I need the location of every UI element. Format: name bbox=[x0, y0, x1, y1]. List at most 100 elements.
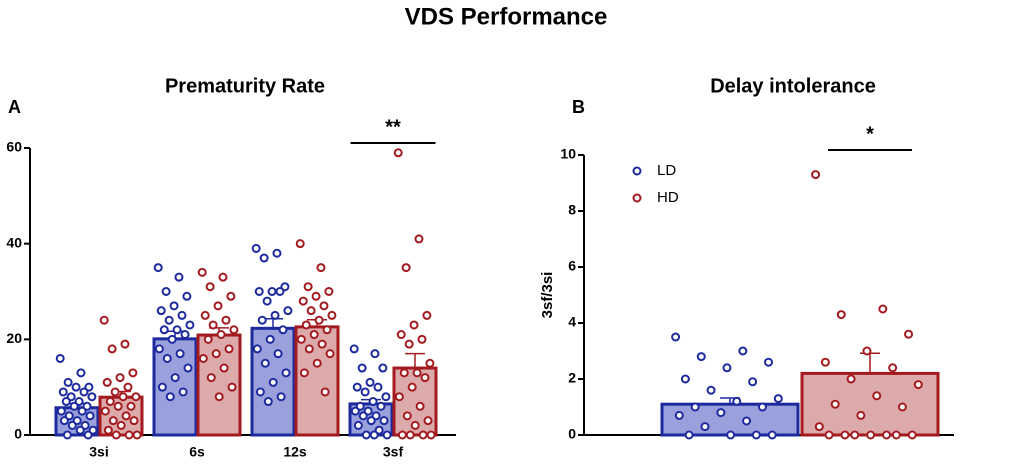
data-point bbox=[309, 330, 319, 340]
data-point bbox=[357, 363, 367, 373]
data-point bbox=[55, 353, 65, 363]
data-point bbox=[394, 392, 404, 402]
data-point bbox=[862, 346, 872, 356]
data-point bbox=[751, 430, 761, 440]
data-point bbox=[124, 430, 134, 440]
data-point bbox=[105, 397, 115, 407]
data-point bbox=[726, 430, 736, 440]
data-point bbox=[820, 357, 830, 367]
data-point bbox=[157, 382, 167, 392]
data-point bbox=[872, 391, 882, 401]
data-point bbox=[197, 267, 207, 277]
y-tick-label: 2 bbox=[568, 370, 576, 386]
data-point bbox=[376, 401, 386, 411]
data-point bbox=[296, 334, 306, 344]
data-point bbox=[103, 425, 113, 435]
data-point bbox=[369, 430, 379, 440]
data-point bbox=[281, 368, 291, 378]
data-point bbox=[56, 406, 66, 416]
data-point bbox=[317, 339, 327, 349]
panel-label: A bbox=[8, 97, 21, 117]
x-tick-label: 3si bbox=[89, 444, 108, 460]
data-point bbox=[907, 430, 917, 440]
data-point bbox=[278, 325, 288, 335]
data-point bbox=[185, 320, 195, 330]
data-point bbox=[814, 422, 824, 432]
data-point bbox=[856, 410, 866, 420]
y-axis-label: 3sf/3si bbox=[539, 272, 556, 319]
data-point bbox=[213, 301, 223, 311]
x-tick-label: 12s bbox=[283, 444, 307, 460]
data-point bbox=[61, 397, 71, 407]
data-point bbox=[221, 315, 231, 325]
data-point bbox=[301, 320, 311, 330]
data-point bbox=[260, 358, 270, 368]
data-point bbox=[422, 310, 432, 320]
data-point bbox=[382, 430, 392, 440]
y-tick-label: 0 bbox=[568, 426, 576, 442]
data-point bbox=[295, 239, 305, 249]
data-point bbox=[113, 401, 123, 411]
data-point bbox=[397, 430, 407, 440]
data-point bbox=[79, 387, 89, 397]
data-point bbox=[216, 330, 226, 340]
data-point bbox=[299, 368, 309, 378]
data-point bbox=[169, 301, 179, 311]
data-point bbox=[167, 334, 177, 344]
figure-title: VDS Performance bbox=[405, 3, 608, 30]
data-point bbox=[77, 406, 87, 416]
data-point bbox=[58, 387, 68, 397]
data-point bbox=[219, 363, 229, 373]
data-point bbox=[164, 315, 174, 325]
significance: * bbox=[866, 123, 874, 145]
legend-label: HD bbox=[657, 189, 679, 206]
data-point bbox=[62, 430, 72, 440]
data-point bbox=[358, 411, 368, 421]
data-point bbox=[415, 401, 425, 411]
data-point bbox=[379, 416, 389, 426]
data-point bbox=[132, 430, 142, 440]
data-point bbox=[265, 334, 275, 344]
legend-marker bbox=[632, 193, 642, 203]
data-point bbox=[312, 358, 322, 368]
data-point bbox=[172, 325, 182, 335]
data-point bbox=[116, 420, 126, 430]
data-point bbox=[706, 385, 716, 395]
data-point bbox=[840, 430, 850, 440]
data-point bbox=[773, 394, 783, 404]
chart-title: Delay intolerance bbox=[710, 75, 876, 97]
data-point bbox=[267, 287, 277, 296]
data-point bbox=[170, 373, 180, 383]
data-point bbox=[110, 387, 120, 397]
data-point bbox=[888, 363, 898, 373]
data-point bbox=[353, 420, 363, 430]
data-point bbox=[182, 291, 192, 301]
data-point bbox=[846, 374, 856, 384]
data-point bbox=[722, 363, 732, 373]
y-tick-label: 40 bbox=[6, 234, 22, 250]
data-point bbox=[757, 402, 767, 412]
data-point bbox=[824, 430, 834, 440]
data-point bbox=[111, 430, 121, 440]
data-point bbox=[350, 406, 360, 416]
data-point bbox=[67, 420, 77, 430]
data-point bbox=[211, 349, 221, 359]
data-point bbox=[674, 410, 684, 420]
data-point bbox=[327, 310, 337, 320]
data-point bbox=[71, 382, 81, 392]
data-point bbox=[255, 387, 265, 397]
bar bbox=[660, 402, 800, 437]
data-point bbox=[410, 420, 420, 430]
data-point bbox=[742, 416, 752, 426]
data-point bbox=[393, 148, 403, 158]
data-point bbox=[214, 392, 224, 402]
data-point bbox=[128, 368, 138, 378]
data-point bbox=[268, 377, 278, 387]
data-point bbox=[680, 374, 690, 384]
data-point bbox=[205, 282, 215, 292]
data-point bbox=[123, 382, 133, 392]
data-point bbox=[409, 320, 419, 330]
data-point bbox=[381, 392, 391, 402]
data-point bbox=[913, 380, 923, 390]
data-point bbox=[767, 430, 777, 440]
